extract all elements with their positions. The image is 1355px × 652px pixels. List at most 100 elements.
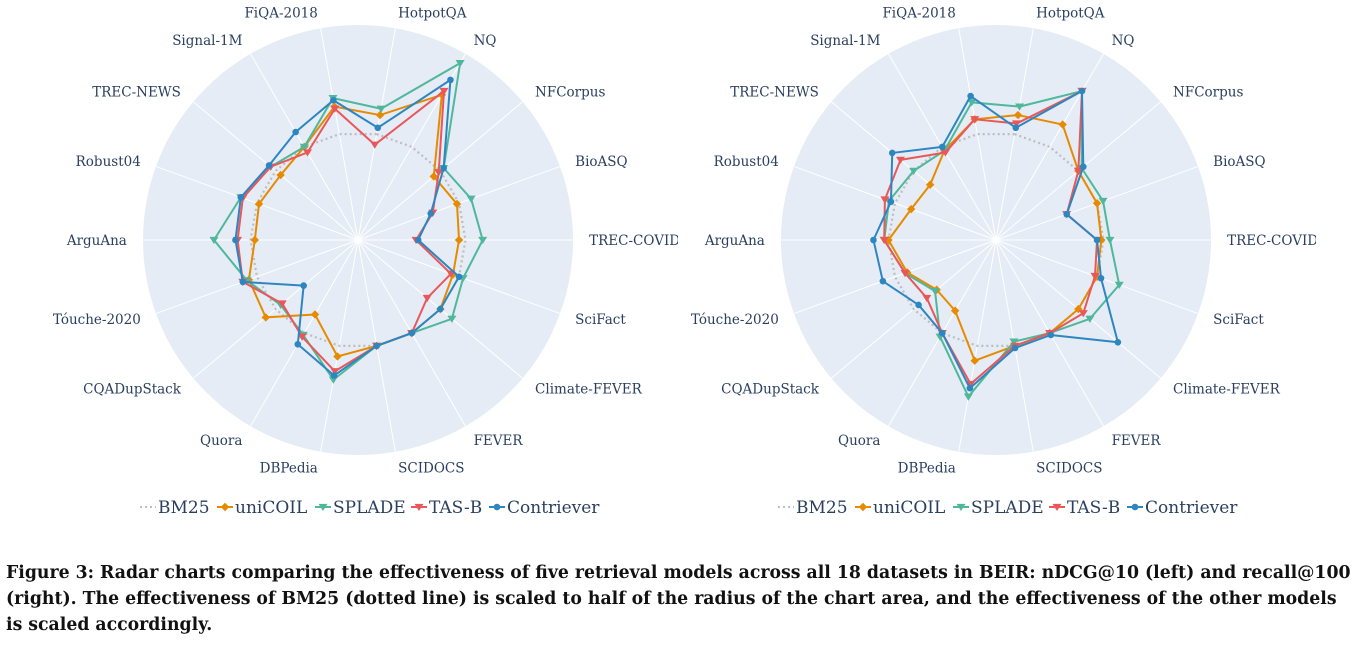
- data-point-contriever: [915, 301, 922, 309]
- data-point-splade: [1009, 338, 1019, 346]
- axis-label-robust04: Robust04: [714, 154, 779, 170]
- legend-item-contriever: Contriever: [489, 498, 600, 518]
- data-point-splade: [1098, 197, 1108, 206]
- axis-label-t-uche-2020: Tóuche-2020: [691, 312, 779, 328]
- data-point-splade: [209, 236, 219, 245]
- data-point-contriever: [437, 305, 444, 313]
- data-point-splade: [1015, 103, 1025, 111]
- data-point-contriever: [938, 143, 946, 151]
- data-point-unicoil: [250, 235, 259, 245]
- data-point-tas-b: [330, 105, 340, 113]
- data-point-unicoil: [1092, 199, 1102, 208]
- data-point-contriever: [232, 236, 239, 244]
- data-point-splade: [930, 287, 940, 296]
- axis-label-arguana: ArguAna: [66, 233, 127, 249]
- data-point-tas-b: [1012, 120, 1022, 128]
- data-point-tas-b: [940, 149, 950, 157]
- legend-item-bm25: BM25: [778, 498, 848, 518]
- data-point-splade: [478, 236, 488, 245]
- data-point-contriever: [1012, 124, 1020, 132]
- series-bm25: [249, 133, 467, 347]
- axis-label-trec-news: TREC-NEWS: [730, 84, 819, 100]
- data-point-splade: [1114, 281, 1124, 289]
- data-point-tas-b: [922, 294, 932, 303]
- data-point-tas-b: [370, 141, 380, 149]
- data-point-tas-b: [1073, 167, 1083, 175]
- legend-marker-contriever: [1131, 503, 1139, 511]
- legend-marker-tas-b: [414, 503, 424, 512]
- data-point-unicoil: [261, 313, 270, 322]
- data-point-contriever: [408, 329, 416, 337]
- axis-label-trec-covid: TREC-COVID: [1227, 233, 1316, 249]
- legend-item-tas-b: TAS-B: [1049, 498, 1120, 518]
- data-point-contriever: [447, 76, 454, 84]
- data-point-unicoil: [375, 110, 385, 120]
- data-point-unicoil: [906, 204, 916, 214]
- radial-gridline: [320, 28, 359, 241]
- data-point-unicoil: [884, 235, 893, 245]
- data-point-splade: [909, 167, 919, 175]
- data-point-contriever: [292, 128, 299, 136]
- legend-item-unicoil: uniCOIL: [855, 498, 945, 518]
- data-point-tas-b: [1078, 310, 1088, 318]
- legend-item-splade: SPLADE: [953, 498, 1044, 518]
- data-point-unicoil: [276, 170, 285, 180]
- axis-label-scifact: SciFact: [1213, 312, 1264, 328]
- data-point-unicoil: [950, 306, 960, 315]
- data-point-contriever: [967, 92, 974, 100]
- legend-marker-unicoil: [220, 502, 230, 512]
- axis-label-t-uche-2020: Tóuche-2020: [53, 312, 141, 328]
- axis-label-climate-fever: Climate-FEVER: [535, 382, 643, 398]
- figure-caption: Figure 3: Radar charts comparing the eff…: [6, 563, 1351, 635]
- series-contriever: [232, 76, 463, 379]
- series-contriever: [870, 87, 1122, 392]
- data-point-contriever: [1063, 210, 1071, 218]
- axis-label-dbpedia: DBPedia: [260, 461, 318, 477]
- data-point-contriever: [879, 277, 887, 285]
- axis-label-nq: NQ: [474, 33, 497, 49]
- data-point-unicoil: [310, 310, 320, 319]
- data-point-tas-b: [434, 169, 444, 177]
- radar-chart-ndcg: HotpotQA NQ NFCorpus BioASQ TREC-COVID SciFac…: [0, 0, 678, 540]
- axis-label-bioasq: BioASQ: [1213, 154, 1265, 170]
- data-point-splade: [376, 105, 386, 113]
- data-point-contriever: [455, 273, 463, 281]
- radar-chart-recall-svg: HotpotQA NQ NFCorpus BioASQ TREC-COVID SciFac…: [691, 5, 1316, 518]
- data-point-tas-b: [302, 149, 312, 157]
- data-point-contriever: [373, 342, 380, 350]
- data-point-tas-b: [880, 196, 890, 204]
- radial-gridline: [793, 239, 997, 315]
- axis-label-dbpedia: DBPedia: [898, 461, 956, 477]
- legend-label-unicoil: uniCOIL: [235, 498, 307, 518]
- data-point-contriever: [1097, 274, 1105, 282]
- radial-gridline: [995, 53, 1104, 241]
- legend-marker-unicoil: [858, 502, 868, 512]
- data-point-tas-b: [330, 368, 340, 376]
- data-point-unicoil: [454, 235, 464, 245]
- data-point-contriever: [870, 236, 877, 244]
- legend: BM25 uniCOIL SPLADE TAS-B Contriever: [140, 498, 600, 518]
- data-point-splade: [1085, 315, 1095, 323]
- data-point-splade: [1105, 236, 1115, 245]
- data-point-tas-b: [900, 269, 910, 278]
- axis-label-quora: Quora: [200, 433, 242, 449]
- data-point-splade: [455, 59, 465, 68]
- data-point-contriever: [330, 372, 338, 379]
- radial-gridline: [793, 165, 997, 241]
- legend-label-splade: SPLADE: [971, 498, 1044, 518]
- data-point-contriever: [1011, 344, 1019, 352]
- axis-label-scidocs: SCIDOCS: [1036, 461, 1102, 477]
- data-point-splade: [447, 315, 457, 323]
- data-point-contriever: [1047, 331, 1055, 339]
- axis-label-quora: Quora: [838, 433, 880, 449]
- axis-label-cqadupstack: CQADupStack: [83, 382, 182, 398]
- axis-label-trec-news: TREC-NEWS: [92, 84, 181, 100]
- axis-label-fiqa-2018: FiQA-2018: [244, 5, 317, 21]
- data-point-tas-b: [277, 300, 287, 308]
- data-point-tas-b: [879, 236, 889, 245]
- data-point-contriever: [887, 198, 895, 206]
- data-point-contriever: [440, 164, 447, 172]
- data-point-contriever: [427, 210, 435, 217]
- axis-label-cqadupstack: CQADupStack: [721, 382, 820, 398]
- data-point-tas-b: [895, 156, 905, 164]
